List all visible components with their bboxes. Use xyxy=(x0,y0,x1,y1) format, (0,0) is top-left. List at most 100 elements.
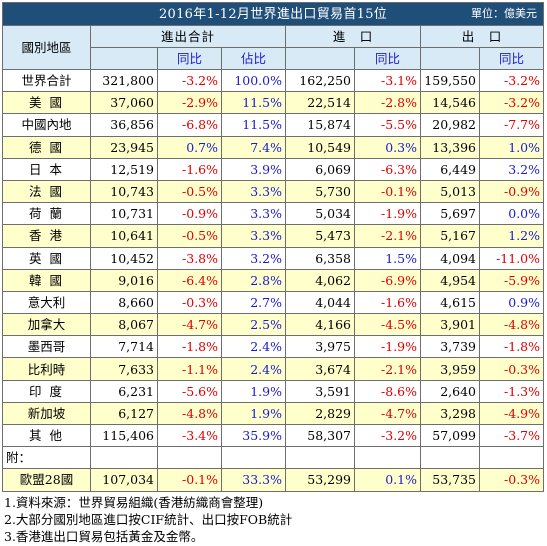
total-yoy: -0.3% xyxy=(157,290,222,315)
share: 1.9% xyxy=(221,379,286,403)
region-name: 英 國 xyxy=(2,246,91,270)
export-yoy: -3.7% xyxy=(478,423,545,448)
export-value: 5,167 xyxy=(420,224,480,248)
total-yoy: -6.4% xyxy=(157,268,222,292)
export-value: 3,959 xyxy=(420,357,480,381)
import-yoy: -3.1% xyxy=(354,68,421,93)
import-value: 10,549 xyxy=(285,135,355,159)
share: 7.4% xyxy=(221,135,286,159)
import-value: 4,044 xyxy=(285,290,355,315)
share: 2.4% xyxy=(221,357,286,381)
import-value: 4,062 xyxy=(285,268,355,292)
export-value: 13,396 xyxy=(420,135,480,159)
region-name: 加拿大 xyxy=(2,313,91,337)
export-yoy: -7.7% xyxy=(478,113,545,137)
table-row: 比利時 7,633 -1.1% 2.4% 3,674 -2.1% 3,959 -0.3% xyxy=(2,357,545,381)
memo-empty-cell xyxy=(354,446,421,470)
region-name: 香 港 xyxy=(2,224,91,248)
share: 2.4% xyxy=(221,335,286,359)
table-row: 英 國 10,452 -3.8% 3.2% 6,358 1.5% 4,094 -11.0% xyxy=(2,246,545,270)
export-yoy: -4.8% xyxy=(478,313,545,337)
region-name: 墨西哥 xyxy=(2,335,91,359)
table-row: 新加坡 6,127 -4.8% 1.9% 2,829 -4.7% 3,298 -4.9% xyxy=(2,401,545,426)
import-value: 22,514 xyxy=(285,91,355,115)
table-row: 世界合計 321,800 -3.2% 100.0% 162,250 -3.1% 159,55… xyxy=(2,68,545,93)
region-name: 印 度 xyxy=(2,379,91,403)
region-name: 德 國 xyxy=(2,135,91,159)
header-region: 國別地區 xyxy=(2,25,91,70)
import-yoy: -6.3% xyxy=(354,157,421,181)
header-export: 出 口 xyxy=(419,25,545,48)
table-row: 日 本 12,519 -1.6% 3.9% 6,069 -6.3% 6,449 3.2% xyxy=(2,157,545,181)
header-share: 佔比 xyxy=(221,47,286,70)
import-yoy: -0.1% xyxy=(354,179,421,204)
total-value: 12,519 xyxy=(90,157,158,181)
share: 3.3% xyxy=(221,224,286,248)
header-row-2: 同比 佔比 同比 同比 xyxy=(3,47,545,70)
footnote-line: 2.大部分國別地區進口按CIF統計、出口按FOB統計 xyxy=(4,512,293,527)
table-row: 印 度 6,231 -5.6% 1.9% 3,591 -8.6% 2,640 -1.3% xyxy=(2,379,545,403)
memo-empty-cell xyxy=(420,446,480,470)
export-value: 53,735 xyxy=(420,468,480,492)
share: 2.5% xyxy=(221,313,286,337)
total-yoy: -0.5% xyxy=(157,179,222,204)
export-yoy: 3.2% xyxy=(478,157,545,181)
import-yoy: -1.9% xyxy=(354,202,421,226)
header-total: 進出合計 xyxy=(90,25,286,48)
region-name: 中國內地 xyxy=(2,113,91,137)
total-value: 23,945 xyxy=(90,135,158,159)
export-value: 5,697 xyxy=(420,202,480,226)
region-name: 其 他 xyxy=(2,423,91,448)
total-yoy: -1.8% xyxy=(157,335,222,359)
total-value: 10,731 xyxy=(90,202,158,226)
memo-empty-cell xyxy=(157,446,222,470)
export-yoy: -0.3% xyxy=(478,468,545,492)
export-yoy: 1.0% xyxy=(478,135,545,159)
trade-table: 2016年1-12月世界進出口貿易首15位 單位：億美元 國別地區 進出合計 進… xyxy=(1,2,545,492)
share: 3.3% xyxy=(221,179,286,204)
total-value: 36,856 xyxy=(90,113,158,137)
region-name: 意大利 xyxy=(2,290,91,315)
region-name: 法 國 xyxy=(2,179,91,204)
total-value: 8,660 xyxy=(90,290,158,315)
export-yoy: -4.9% xyxy=(478,401,545,426)
title-cell: 2016年1-12月世界進出口貿易首15位 單位：億美元 xyxy=(1,2,545,26)
share: 100.0% xyxy=(221,68,286,93)
import-yoy: -8.6% xyxy=(354,379,421,403)
total-yoy: -3.8% xyxy=(157,246,222,270)
export-value: 159,550 xyxy=(420,68,480,93)
import-yoy: -6.9% xyxy=(354,268,421,292)
header-import: 進 口 xyxy=(285,25,421,48)
total-value: 8,067 xyxy=(90,313,158,337)
share: 11.5% xyxy=(221,91,286,115)
import-yoy: -3.2% xyxy=(354,423,421,448)
total-yoy: -0.5% xyxy=(157,224,222,248)
share: 2.7% xyxy=(221,290,286,315)
region-name: 歐盟28國 xyxy=(2,468,91,492)
total-value: 9,016 xyxy=(90,268,158,292)
memo-empty-cell xyxy=(221,446,286,470)
total-yoy: -6.8% xyxy=(157,113,222,137)
export-yoy: 0.0% xyxy=(478,202,545,226)
total-yoy: -2.9% xyxy=(157,91,222,115)
import-value: 5,473 xyxy=(285,224,355,248)
export-value: 20,982 xyxy=(420,113,480,137)
header-export-value-blank xyxy=(420,47,480,70)
total-value: 10,452 xyxy=(90,246,158,270)
import-yoy: 0.1% xyxy=(354,468,421,492)
table-row: 美 國 37,060 -2.9% 11.5% 22,514 -2.8% 14,546 -3.2… xyxy=(2,91,545,115)
import-value: 5,730 xyxy=(285,179,355,204)
table-row: 加拿大 8,067 -4.7% 2.5% 4,166 -4.5% 3,901 -4.8% xyxy=(2,313,545,337)
region-name: 新加坡 xyxy=(2,401,91,426)
table-row: 其 他 115,406 -3.4% 35.9% 58,307 -3.2% 57,099 -3.… xyxy=(2,423,545,448)
import-yoy: -2.1% xyxy=(354,357,421,381)
share: 3.2% xyxy=(221,246,286,270)
header-import-value-blank xyxy=(285,47,355,70)
export-yoy: -0.3% xyxy=(478,357,545,381)
memo-row: 附： xyxy=(2,446,545,470)
table-row: 中國內地 36,856 -6.8% 11.5% 15,874 -5.5% 20,982 -7.… xyxy=(2,113,545,137)
share: 3.3% xyxy=(221,202,286,226)
table-title: 2016年1-12月世界進出口貿易首15位 xyxy=(158,6,388,22)
export-value: 4,094 xyxy=(420,246,480,270)
